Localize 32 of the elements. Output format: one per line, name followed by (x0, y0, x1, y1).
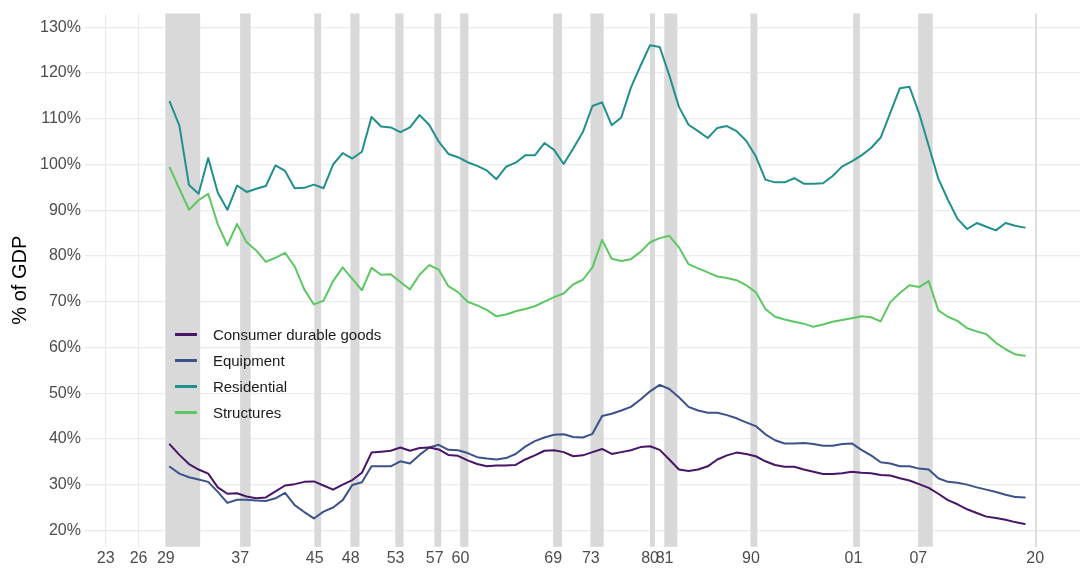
y-tick-label: 30% (48, 475, 81, 493)
x-tick-label: 29 (156, 548, 175, 566)
x-tick-label: 57 (425, 548, 444, 566)
y-tick-label: 70% (48, 292, 81, 310)
y-tick-label: 130% (40, 17, 81, 35)
legend-label: Consumer durable goods (212, 324, 382, 345)
x-tick-label: 20 (1026, 548, 1045, 566)
y-tick-label: 50% (48, 383, 81, 401)
y-tick-label: 80% (48, 246, 81, 264)
y-tick-label: 100% (40, 154, 81, 172)
y-tick-label: 90% (48, 200, 81, 218)
y-tick-label: 120% (40, 63, 81, 81)
x-tick-label: 01 (844, 548, 863, 566)
x-tick-label: 53 (386, 548, 405, 566)
x-tick-label: 69 (544, 548, 563, 566)
x-tick-label: 90 (742, 548, 760, 566)
y-tick-label: 20% (48, 520, 81, 538)
x-tick-label: 45 (305, 548, 324, 566)
y-tick-label: 110% (41, 109, 81, 127)
x-tick-label: 73 (581, 548, 600, 566)
legend-label: Residential (212, 376, 288, 397)
legend-label: Structures (212, 402, 282, 423)
x-tick-label: 48 (341, 548, 360, 566)
x-tick-label: 07 (909, 548, 928, 566)
legend-label: Equipment (212, 350, 285, 371)
x-tick-label: 37 (231, 548, 250, 566)
x-tick-label: 23 (96, 548, 115, 566)
x-tick-label: 60 (451, 548, 470, 566)
y-tick-label: 60% (48, 337, 81, 355)
x-tick-label: 26 (129, 548, 148, 566)
y-tick-label: 40% (48, 429, 81, 447)
y-axis-title: % of GDP (7, 235, 30, 325)
